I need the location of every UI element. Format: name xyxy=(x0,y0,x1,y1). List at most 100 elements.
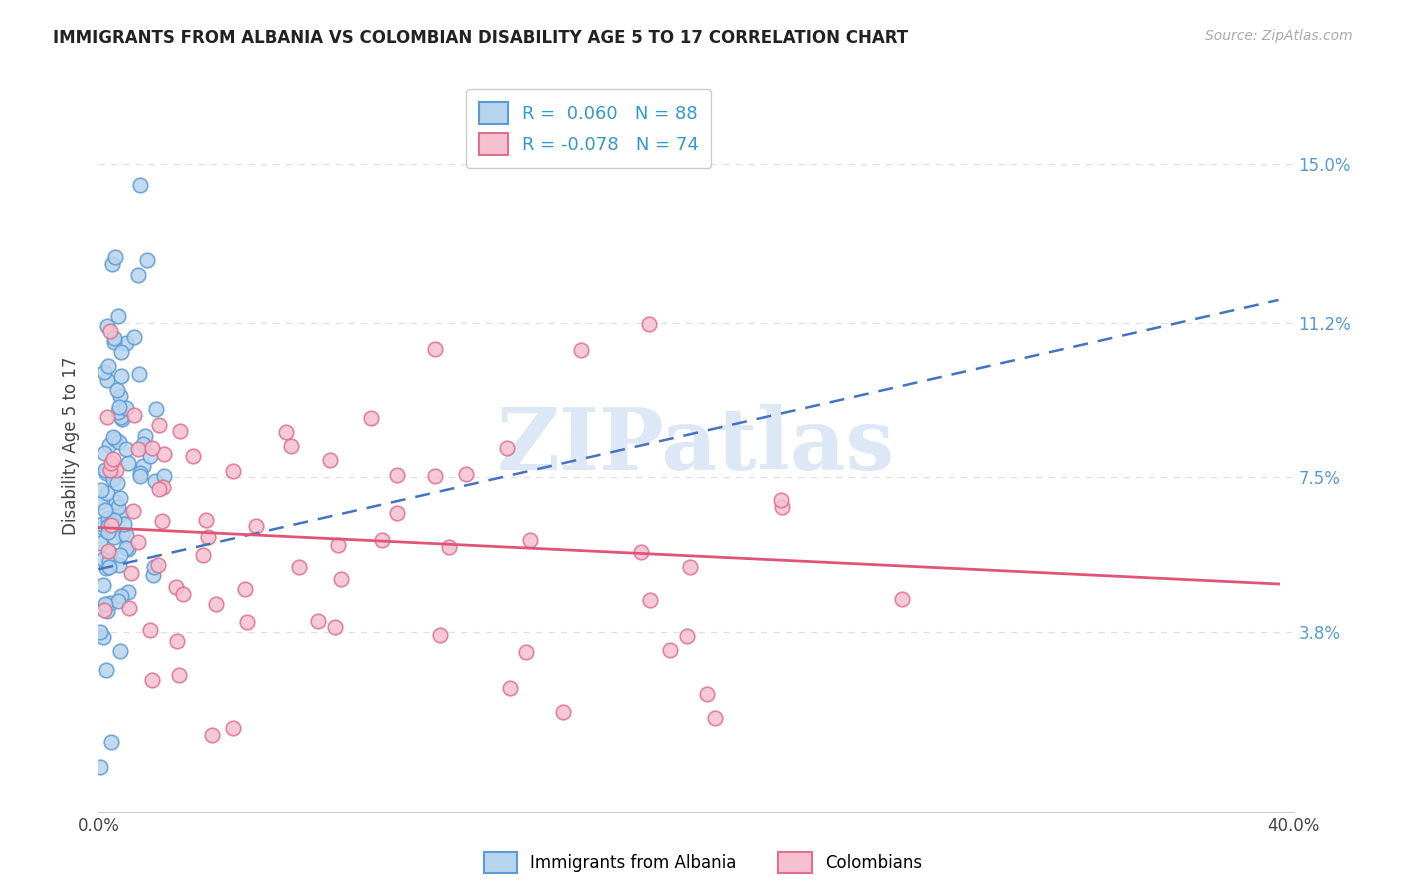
Point xyxy=(110,643,132,657)
Point xyxy=(97,511,120,525)
Point xyxy=(676,629,699,643)
Point xyxy=(110,369,132,384)
Point xyxy=(93,445,115,459)
Point xyxy=(98,463,121,477)
Point xyxy=(97,524,120,539)
Point xyxy=(110,508,132,522)
Point xyxy=(703,711,725,725)
Point xyxy=(169,668,191,682)
Point xyxy=(127,534,149,549)
Point xyxy=(103,451,125,466)
Point xyxy=(89,495,111,509)
Point xyxy=(107,405,129,419)
Point xyxy=(205,598,228,612)
Point xyxy=(274,425,297,439)
Point xyxy=(110,409,132,424)
Point xyxy=(695,687,717,701)
Point xyxy=(385,506,408,520)
Point xyxy=(499,681,522,696)
Point xyxy=(107,500,129,515)
Point xyxy=(110,344,132,359)
Point xyxy=(110,389,132,403)
Point xyxy=(679,560,702,574)
Point xyxy=(120,566,142,580)
Y-axis label: Disability Age 5 to 17: Disability Age 5 to 17 xyxy=(62,357,80,535)
Point xyxy=(515,645,537,659)
Point xyxy=(96,486,118,500)
Point xyxy=(138,449,160,463)
Point xyxy=(117,456,139,470)
Point xyxy=(94,598,117,612)
Point xyxy=(107,558,129,573)
Point xyxy=(114,541,136,556)
Point xyxy=(166,634,188,648)
Point xyxy=(97,359,120,373)
Point xyxy=(104,250,127,264)
Point xyxy=(328,539,350,553)
Point xyxy=(98,596,121,610)
Point xyxy=(117,541,139,556)
Point xyxy=(191,548,214,562)
Point xyxy=(105,463,128,477)
Point xyxy=(280,439,302,453)
Point xyxy=(245,519,267,533)
Point xyxy=(96,466,118,480)
Point xyxy=(108,434,131,449)
Text: ZIPatlas: ZIPatlas xyxy=(496,404,896,488)
Point xyxy=(97,519,120,533)
Point xyxy=(93,365,115,379)
Point xyxy=(89,760,111,774)
Point xyxy=(638,592,661,607)
Point xyxy=(129,466,152,480)
Point xyxy=(100,518,122,533)
Point xyxy=(96,604,118,618)
Point xyxy=(142,567,165,582)
Point xyxy=(197,530,219,544)
Point xyxy=(371,533,394,547)
Point xyxy=(195,513,218,527)
Point xyxy=(166,580,188,594)
Point xyxy=(107,593,129,607)
Point xyxy=(132,458,155,473)
Point xyxy=(112,516,135,531)
Point xyxy=(630,545,652,559)
Point xyxy=(100,456,122,470)
Legend: Immigrants from Albania, Colombians: Immigrants from Albania, Colombians xyxy=(477,846,929,880)
Point xyxy=(90,516,112,531)
Point xyxy=(122,504,145,518)
Point xyxy=(104,432,127,446)
Point xyxy=(141,673,163,687)
Point xyxy=(115,528,138,542)
Point xyxy=(91,551,114,566)
Point xyxy=(94,663,117,677)
Point xyxy=(127,268,149,282)
Point xyxy=(153,469,176,483)
Point xyxy=(98,553,121,567)
Point xyxy=(135,252,157,267)
Point xyxy=(89,625,111,640)
Point xyxy=(496,441,519,455)
Point xyxy=(96,373,118,387)
Point xyxy=(770,500,793,514)
Point xyxy=(142,560,165,574)
Point xyxy=(103,513,125,527)
Legend: R =  0.060   N = 88, R = -0.078   N = 74: R = 0.060 N = 88, R = -0.078 N = 74 xyxy=(465,89,711,168)
Point xyxy=(108,400,131,414)
Point xyxy=(148,418,170,433)
Point xyxy=(152,480,174,494)
Point xyxy=(94,463,117,477)
Point xyxy=(222,721,245,735)
Point xyxy=(90,483,112,497)
Point xyxy=(111,527,134,541)
Point xyxy=(288,559,311,574)
Point xyxy=(385,467,408,482)
Point xyxy=(127,442,149,457)
Point xyxy=(134,428,156,442)
Point xyxy=(104,495,127,509)
Point xyxy=(519,533,541,548)
Point xyxy=(98,560,121,574)
Point xyxy=(325,620,347,634)
Text: Source: ZipAtlas.com: Source: ZipAtlas.com xyxy=(1205,29,1353,43)
Point xyxy=(183,449,205,463)
Point xyxy=(91,630,114,644)
